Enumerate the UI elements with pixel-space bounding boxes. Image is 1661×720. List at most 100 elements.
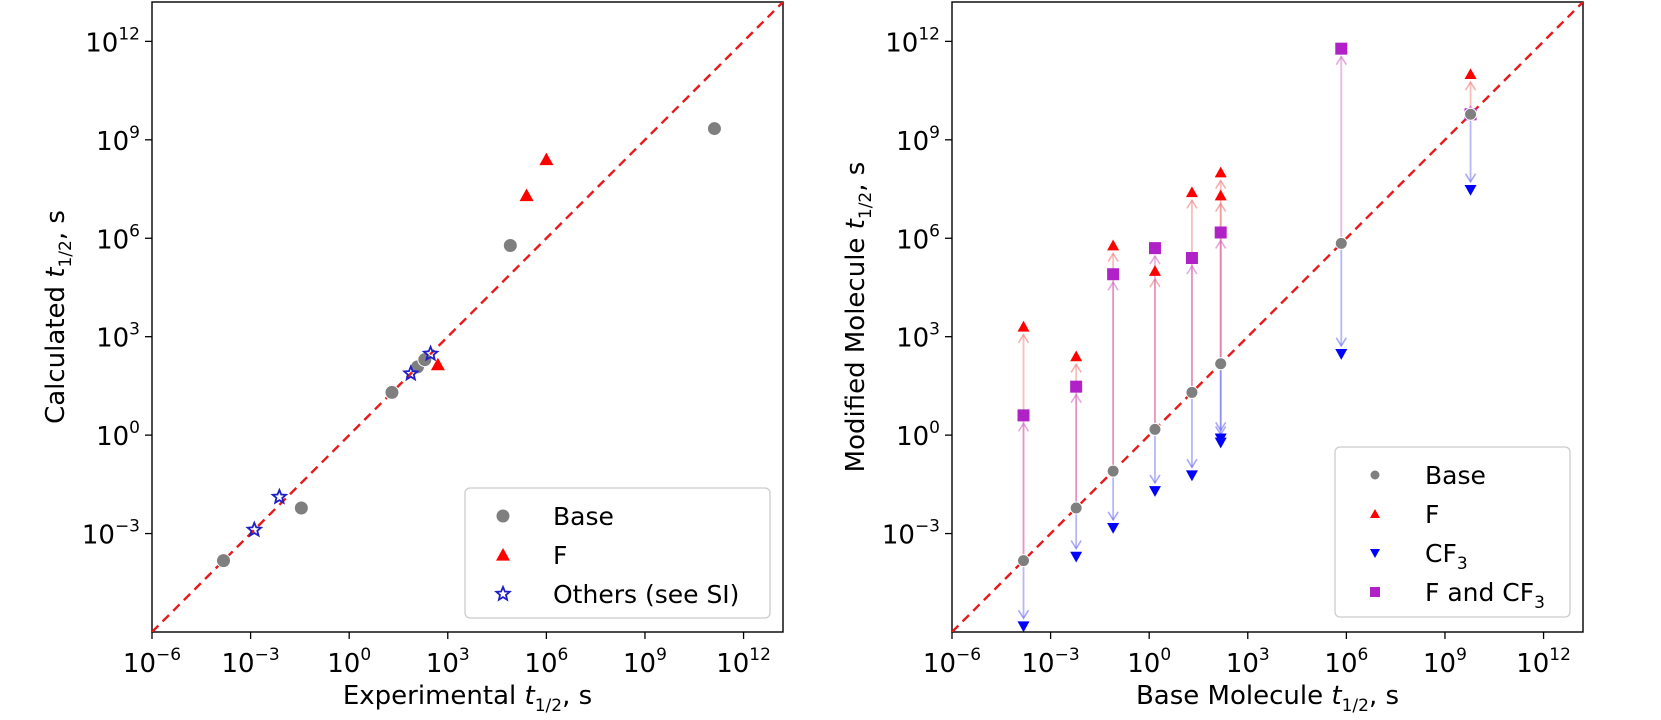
base-point (384, 384, 400, 400)
f-arrow-head (1215, 179, 1227, 190)
legend-marker (1370, 587, 1380, 597)
fcf3-arrow-head (1215, 238, 1227, 249)
f-arrow-head (1107, 252, 1119, 262)
f-and-cf3-point (1335, 42, 1348, 55)
cf3-point (1214, 433, 1227, 445)
base-point (1185, 385, 1199, 399)
f-and-cf3-point (1070, 380, 1083, 393)
cf3-point (1335, 349, 1348, 360)
legend-label: F (553, 541, 567, 570)
f-arrow-head (1149, 277, 1161, 288)
f-point (1017, 320, 1030, 332)
x-axis-label: Base Molecule t1/2, s (1136, 681, 1399, 716)
legend-marker (1370, 509, 1380, 518)
x-tick-label: 10−3 (222, 645, 280, 679)
legend-label: CF3 (1425, 539, 1468, 574)
f-point (539, 152, 554, 166)
reference-line (952, 2, 1583, 632)
legend-label: F and CF3 (1425, 578, 1545, 613)
cf3-arrow-head (1186, 458, 1198, 469)
cf3-arrow-head (1070, 540, 1082, 551)
y-axis-label: Modified Molecule t1/2, s (841, 162, 876, 473)
legend-label: Others (see SI) (553, 580, 739, 609)
f-point (1107, 239, 1120, 251)
f-arrow-head (1017, 333, 1030, 344)
x-tick-label: 106 (1324, 645, 1368, 679)
y-axis-label: Calculated t1/2, s (41, 210, 76, 424)
x-tick-label: 10−6 (123, 645, 181, 679)
cf3-arrow-head (1464, 173, 1477, 184)
base-point (417, 352, 433, 368)
base-point (1464, 107, 1478, 121)
base-point (1069, 501, 1083, 515)
cf3-point (1464, 184, 1477, 196)
fcf3-arrow-head (1107, 280, 1119, 291)
cf3-arrow-head (1335, 337, 1347, 348)
base-point (1017, 554, 1031, 568)
reference-line (152, 2, 783, 632)
fcf3-arrow-head (1335, 55, 1347, 66)
f-point (1148, 265, 1161, 276)
plot-frame (151, 1, 784, 633)
x-axis-label: Experimental t1/2, s (343, 681, 592, 716)
y-tick-label: 100 (896, 418, 940, 452)
x-tick-label: 103 (426, 645, 470, 679)
f-arrow-head (1186, 198, 1198, 209)
legend-marker (494, 584, 512, 602)
cf3-point (1017, 621, 1030, 633)
y-tick-label: 109 (896, 123, 940, 157)
y-tick-label: 103 (896, 320, 940, 354)
x-tick-label: 103 (1226, 645, 1270, 679)
legend-label: Base (553, 502, 614, 531)
x-tick-label: 10−3 (1022, 645, 1080, 679)
x-tick-label: 100 (1127, 645, 1171, 679)
cf3-arrow-head (1215, 421, 1227, 432)
right-panel: 10−6 10−3 100 103 106 109 1012 10−3 100 103 106 109… (841, 1, 1584, 716)
y-tick-label: 10−3 (882, 517, 940, 551)
base-point (1214, 357, 1228, 371)
points (1017, 42, 1478, 633)
cf3-arrow-head (1017, 609, 1030, 620)
fcf3-arrow-head (1186, 264, 1198, 275)
cf3-arrow-head (1107, 511, 1119, 522)
base-point (706, 121, 722, 137)
legend-marker (495, 508, 511, 524)
fcf3-arrow-head (1017, 421, 1030, 432)
x-tick-label: 100 (327, 645, 371, 679)
f-arrow-head (1464, 80, 1477, 91)
f-point (1070, 350, 1083, 362)
legend-marker (496, 548, 510, 561)
cf3-point (1185, 470, 1198, 482)
y-tick-label: 106 (96, 221, 140, 255)
base-point (502, 238, 518, 254)
x-tick-label: 1012 (716, 645, 771, 679)
plot-frame (951, 1, 1584, 633)
f-and-cf3-point (1148, 242, 1161, 255)
y-tick-label: 106 (896, 221, 940, 255)
cf3-point (1148, 486, 1161, 497)
f-and-cf3-point (1017, 409, 1030, 422)
fcf3-arrow-head (1149, 254, 1161, 265)
cf3-arrow-head (1149, 474, 1161, 485)
fcf3-arrow-head (1070, 393, 1082, 404)
f-arrow-head (1070, 362, 1082, 373)
y-tick-label: 10−3 (82, 517, 140, 551)
f-point (1214, 189, 1227, 201)
base-point (216, 553, 232, 569)
legend-box (1334, 446, 1571, 618)
f-and-cf3-point (1214, 226, 1227, 239)
x-tick-label: 109 (1423, 645, 1467, 679)
f-point (519, 188, 534, 202)
cf3-point (1107, 522, 1120, 534)
base-point (1106, 464, 1120, 478)
y-tick-label: 1012 (85, 24, 140, 58)
y-tick-label: 1012 (885, 24, 940, 58)
left-panel: 10−6 10−3 100 103 106 109 1012 10−3 100 103 106 109… (41, 1, 784, 716)
cf3-point (1070, 551, 1083, 563)
others-point (401, 364, 420, 382)
base-point (1334, 236, 1348, 250)
y-tick-label: 100 (96, 418, 140, 452)
f-and-cf3-point (1185, 252, 1198, 265)
legend-marker (1370, 549, 1380, 558)
